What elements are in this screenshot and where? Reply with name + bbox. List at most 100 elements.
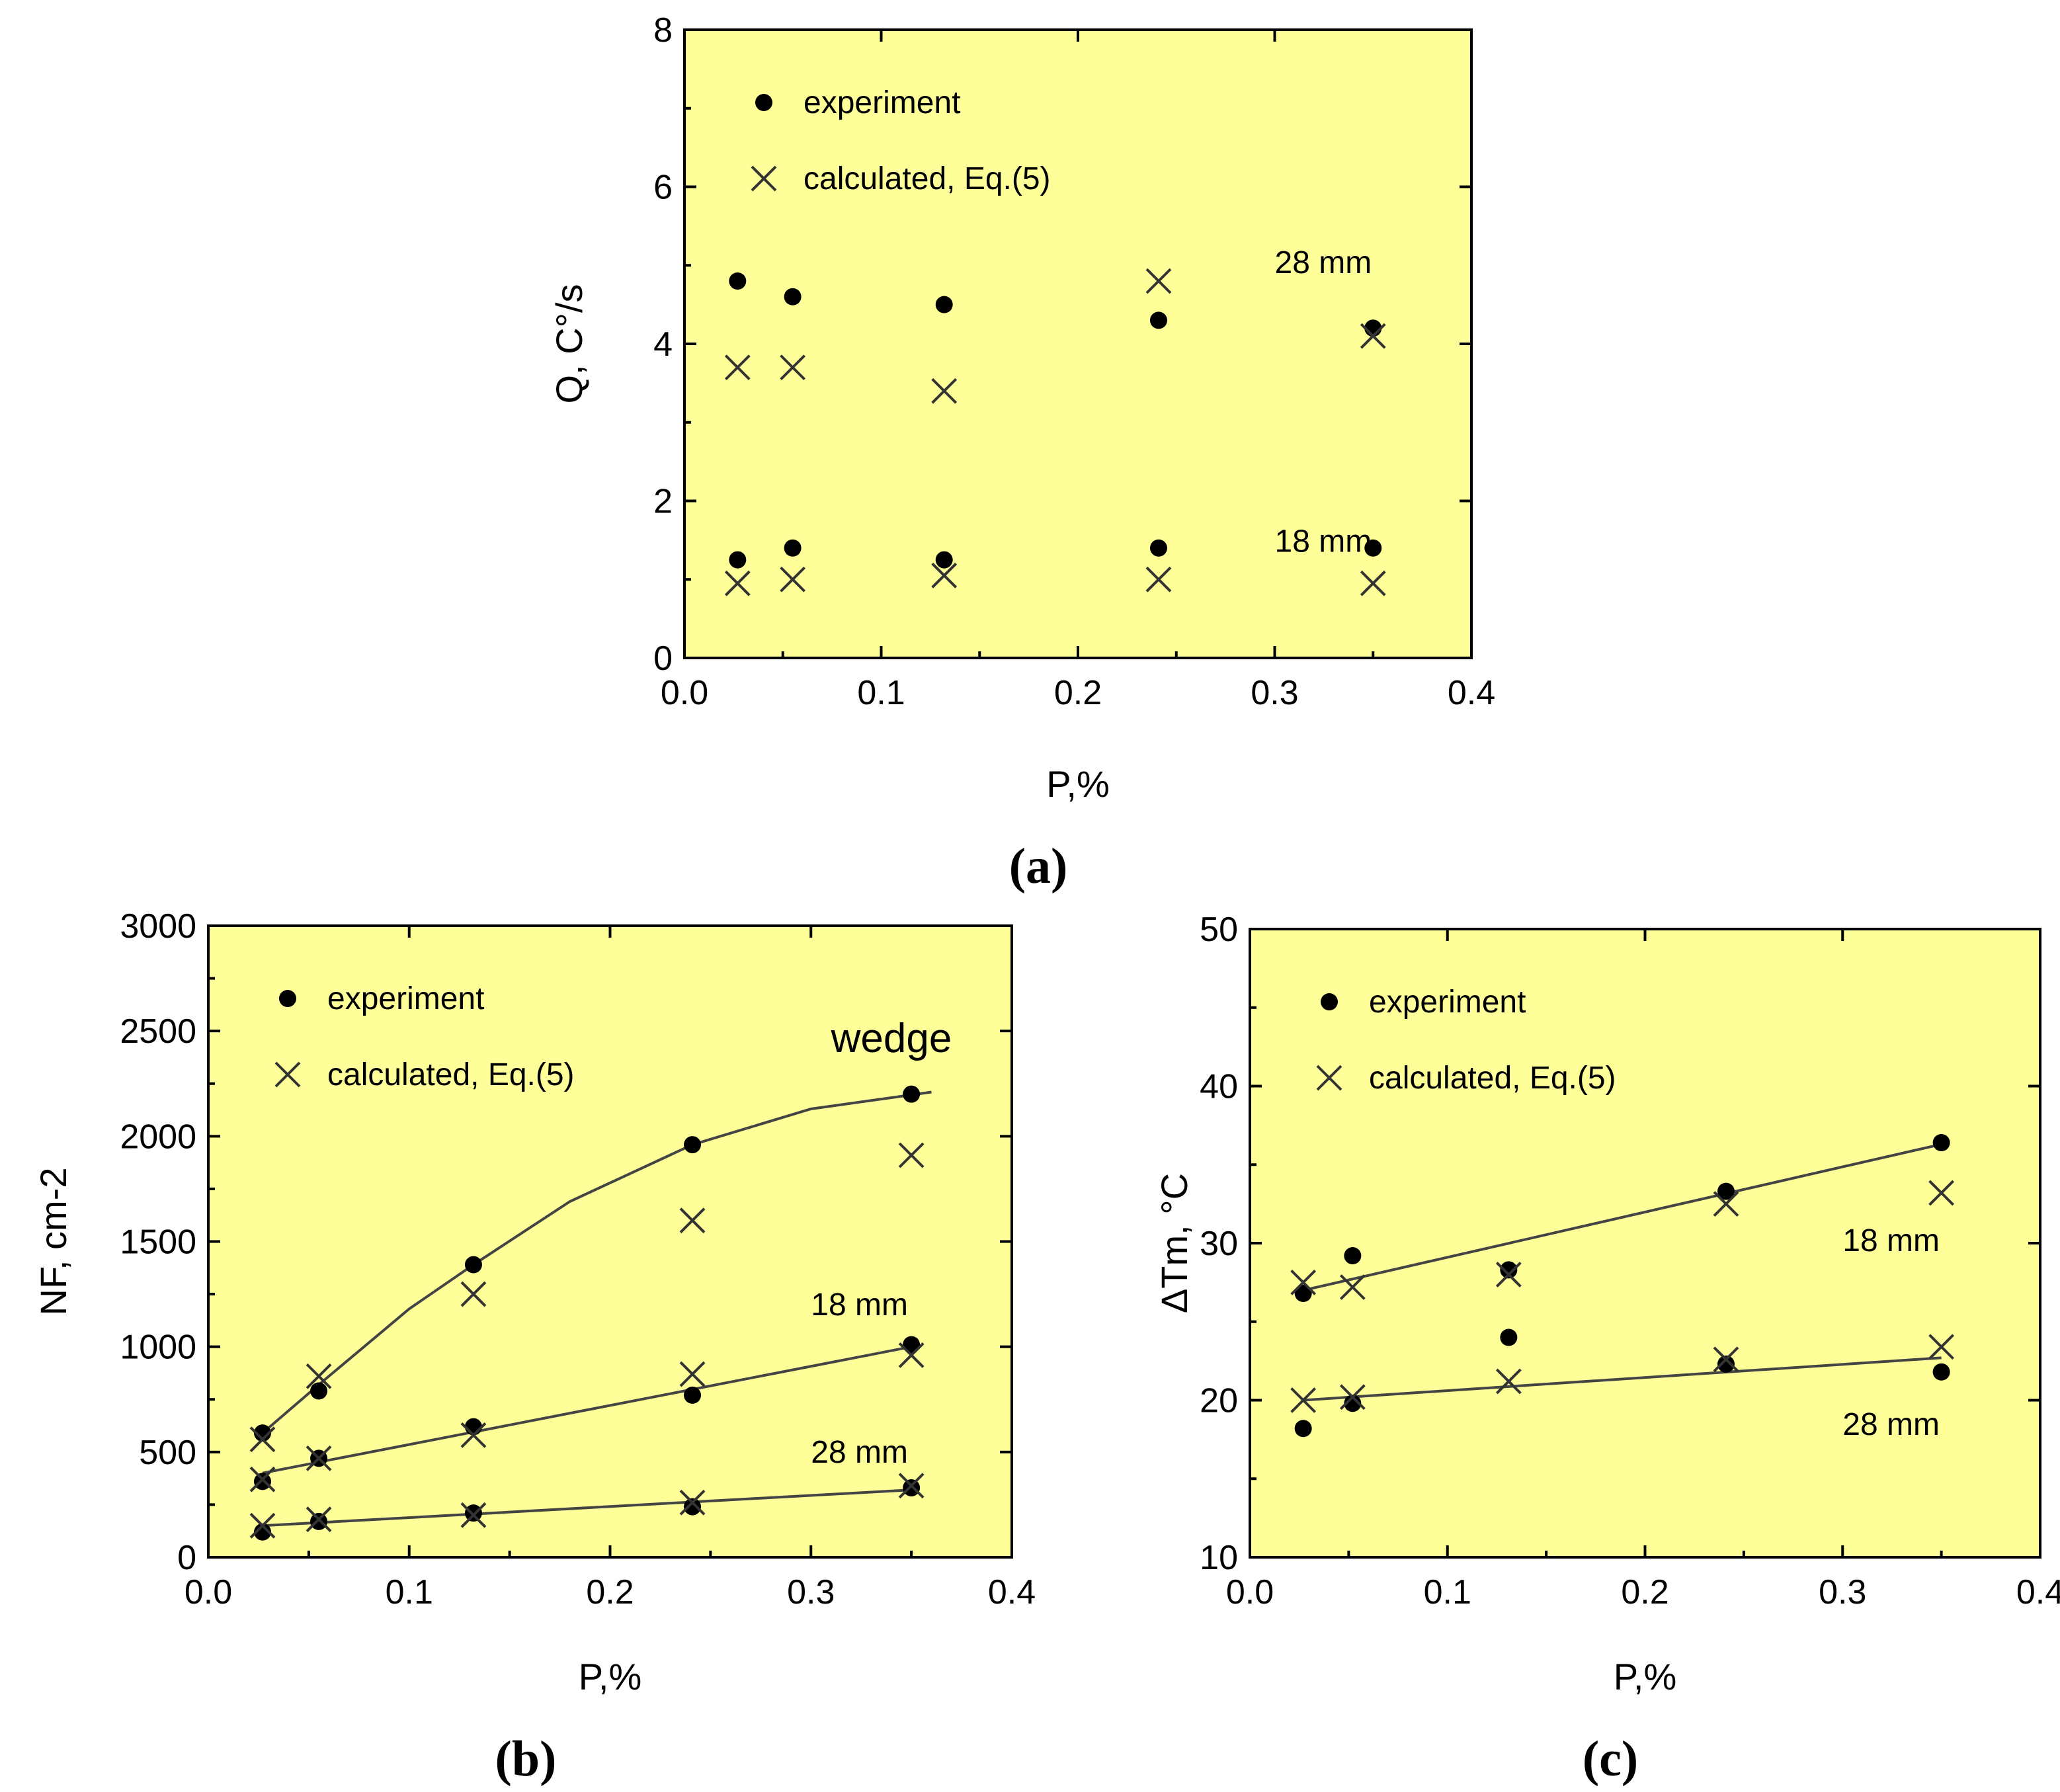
experiment-point-c bbox=[1344, 1395, 1362, 1412]
experiment-point-a bbox=[784, 288, 802, 305]
legend-label-experiment-c: experiment bbox=[1369, 985, 1526, 1020]
x-tick-label-a: 0.1 bbox=[857, 674, 905, 712]
x-tick-label-b: 0.0 bbox=[185, 1573, 232, 1611]
x-tick-label-b: 0.4 bbox=[988, 1573, 1036, 1611]
legend-marker-calculated-a bbox=[751, 165, 777, 192]
y-tick-label-b: 500 bbox=[139, 1434, 196, 1472]
calculated-point-a bbox=[931, 562, 958, 589]
calculated-point-c bbox=[1290, 1269, 1317, 1295]
calculated-point-b bbox=[249, 1426, 276, 1453]
legend-label-experiment-a: experiment bbox=[803, 85, 960, 120]
calculated-point-c bbox=[1928, 1180, 1955, 1206]
y-tick-label-b: 2000 bbox=[120, 1118, 196, 1156]
experiment-point-b bbox=[684, 1386, 702, 1404]
experiment-point-b bbox=[684, 1498, 702, 1516]
y-axis-label-a: Q, C°/s bbox=[548, 284, 590, 403]
experiment-point-b bbox=[310, 1382, 328, 1400]
x-tick-label-c: 0.3 bbox=[1819, 1573, 1866, 1611]
annotation-a-28mm: 28 mm bbox=[1275, 245, 1372, 280]
calculated-point-a bbox=[724, 354, 751, 381]
annotation-c-28mm: 28 mm bbox=[1842, 1407, 1940, 1442]
annotation-b-18mm: 18 mm bbox=[811, 1287, 908, 1323]
panel-caption-c: (c) bbox=[1583, 1731, 1638, 1787]
experiment-point-a bbox=[729, 551, 747, 569]
calculated-point-a bbox=[1360, 323, 1386, 349]
experiment-point-c bbox=[1294, 1420, 1312, 1438]
annotation-a-18mm: 18 mm bbox=[1275, 524, 1372, 559]
annotation-b-wedge: wedge bbox=[831, 1016, 952, 1061]
x-tick-label-c: 0.1 bbox=[1424, 1573, 1471, 1611]
experiment-point-c bbox=[1717, 1355, 1735, 1373]
y-tick-label-b: 3000 bbox=[120, 907, 196, 946]
calculated-point-a bbox=[724, 570, 751, 596]
calculated-point-b bbox=[460, 1281, 487, 1307]
calculated-point-b bbox=[460, 1422, 487, 1448]
y-tick-label-c: 20 bbox=[1200, 1382, 1238, 1420]
legend-label-calculated-a: calculated, Eq.(5) bbox=[803, 161, 1051, 196]
calculated-point-b bbox=[249, 1512, 276, 1539]
y-tick-label-a: 8 bbox=[653, 11, 673, 50]
experiment-point-b bbox=[310, 1512, 328, 1530]
experiment-point-c bbox=[1717, 1182, 1735, 1200]
legend-marker-experiment-a bbox=[755, 94, 772, 111]
y-tick-label-c: 50 bbox=[1200, 911, 1238, 949]
annotation-c-18mm: 18 mm bbox=[1842, 1223, 1940, 1258]
experiment-point-a bbox=[1364, 539, 1382, 557]
y-axis-label-c: ΔTm, °C bbox=[1153, 1173, 1195, 1313]
x-tick-label-b: 0.2 bbox=[586, 1573, 634, 1611]
experiment-point-b bbox=[684, 1136, 702, 1154]
y-tick-label-b: 2500 bbox=[120, 1012, 196, 1051]
experiment-point-b bbox=[903, 1336, 921, 1354]
calculated-point-b bbox=[306, 1445, 332, 1471]
calculated-point-c bbox=[1713, 1191, 1739, 1217]
legend-marker-experiment-c bbox=[1321, 993, 1338, 1010]
fit-line-c-18mm bbox=[1303, 1143, 1942, 1292]
experiment-point-c bbox=[1932, 1363, 1950, 1381]
x-tick-label-c: 0.0 bbox=[1226, 1573, 1274, 1611]
experiment-point-c bbox=[1344, 1247, 1362, 1264]
x-tick-label-c: 0.4 bbox=[2016, 1573, 2060, 1611]
x-tick-label-b: 0.3 bbox=[787, 1573, 835, 1611]
calculated-point-c bbox=[1290, 1387, 1317, 1413]
calculated-point-b bbox=[679, 1489, 706, 1516]
calculated-point-b bbox=[898, 1473, 925, 1499]
experiment-point-a bbox=[935, 551, 953, 569]
chart-panel-b: 0.0 0.1 0.2 0.3 0.4 0 500 1000 1500 2000 2500 3000 P… bbox=[32, 907, 1036, 1787]
x-axis-label-b: P,% bbox=[579, 1656, 641, 1697]
calculated-point-c bbox=[1495, 1262, 1522, 1287]
experiment-point-a bbox=[935, 296, 953, 313]
fit-line-b-28mm bbox=[262, 1488, 912, 1527]
experiment-point-b bbox=[903, 1085, 921, 1103]
x-tick-label-b: 0.1 bbox=[386, 1573, 433, 1611]
y-tick-label-c: 10 bbox=[1200, 1539, 1238, 1577]
calculated-point-b bbox=[306, 1506, 332, 1533]
y-tick-label-a: 2 bbox=[653, 483, 673, 521]
calculated-point-c bbox=[1495, 1368, 1522, 1395]
fit-line-c-28mm bbox=[1303, 1356, 1942, 1402]
panel-caption-a: (a) bbox=[1009, 838, 1068, 894]
calculated-point-b bbox=[679, 1207, 706, 1234]
experiment-point-c bbox=[1500, 1328, 1518, 1346]
calculated-point-b bbox=[306, 1363, 332, 1389]
chart-panel-a: 0.0 0.1 0.2 0.3 0.4 0 2 4 6 8 P,% Q, C°/s experiment… bbox=[548, 11, 1495, 894]
experiment-point-c bbox=[1294, 1285, 1312, 1302]
experiment-point-b bbox=[254, 1523, 272, 1541]
calculated-point-c bbox=[1928, 1334, 1955, 1360]
legend-label-experiment-b: experiment bbox=[327, 981, 484, 1016]
calculated-point-a bbox=[1360, 570, 1386, 596]
y-tick-label-b: 1500 bbox=[120, 1223, 196, 1262]
y-tick-label-c: 40 bbox=[1200, 1068, 1238, 1106]
experiment-point-a bbox=[1149, 539, 1167, 557]
experiment-point-b bbox=[254, 1424, 272, 1442]
experiment-point-a bbox=[729, 272, 747, 290]
experiment-point-a bbox=[1149, 311, 1167, 329]
legend-marker-calculated-c bbox=[1316, 1065, 1342, 1091]
experiment-point-c bbox=[1500, 1261, 1518, 1279]
experiment-point-c bbox=[1932, 1134, 1950, 1151]
experiment-point-b bbox=[903, 1479, 921, 1496]
calculated-point-b bbox=[460, 1502, 487, 1528]
calculated-point-a bbox=[1145, 566, 1172, 592]
y-tick-label-c: 30 bbox=[1200, 1225, 1238, 1263]
calculated-point-a bbox=[931, 378, 958, 404]
